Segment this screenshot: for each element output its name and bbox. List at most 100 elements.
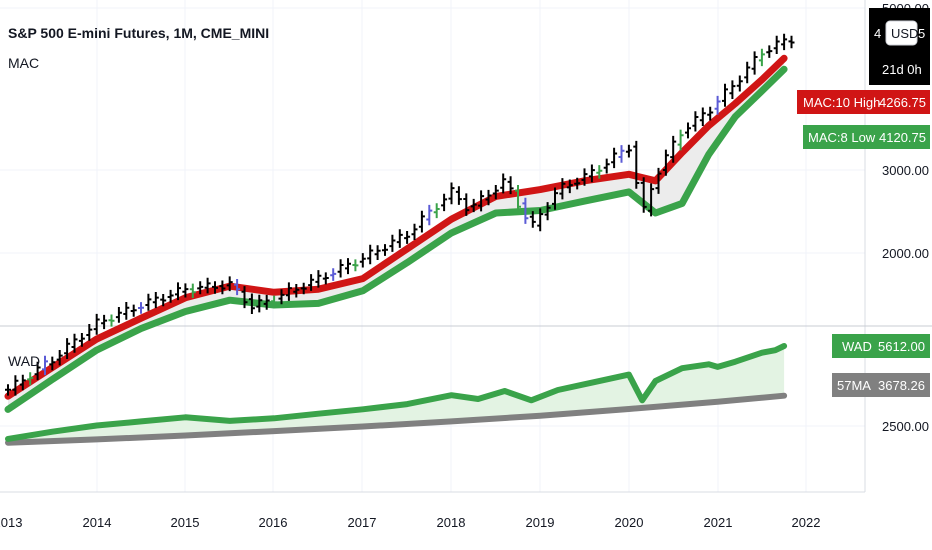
price-bar	[197, 281, 204, 295]
price-bar	[256, 294, 263, 313]
ma57-label-value: 3678.26	[878, 378, 925, 393]
price-badge[interactable]: 4 5 USD 21d 0h	[869, 8, 930, 85]
price-badge-partial-end: 5	[918, 26, 925, 41]
price-bar	[145, 293, 152, 311]
wad-fill-area	[8, 346, 785, 443]
price-bar	[123, 302, 130, 320]
price-bar	[529, 211, 536, 228]
price-bar	[729, 80, 736, 99]
bar-countdown: 21d 0h	[882, 62, 922, 77]
price-bar	[507, 176, 514, 195]
x-tick-2013: 2013	[0, 515, 22, 530]
ma57-label-name: 57MA	[837, 378, 871, 393]
price-bar	[278, 289, 285, 305]
mac-fill-area	[8, 58, 785, 410]
mac-indicator-label[interactable]: MAC	[8, 55, 39, 71]
price-bar	[655, 167, 662, 194]
chart-title[interactable]: S&P 500 E-mini Futures, 1M, CME_MINI	[8, 25, 269, 41]
price-bar	[522, 197, 529, 224]
x-tick-2020: 2020	[615, 515, 644, 530]
price-bar	[78, 333, 85, 347]
price-bar	[315, 270, 322, 288]
price-bar	[596, 165, 603, 179]
price-bar	[330, 268, 337, 281]
currency-label: USD	[891, 26, 918, 41]
price-bar	[115, 307, 122, 323]
price-bar	[559, 178, 566, 200]
x-tick-2015: 2015	[171, 515, 200, 530]
price-bar	[322, 272, 329, 285]
price-bar	[744, 61, 751, 84]
price-bar	[448, 182, 455, 205]
price-bar	[241, 286, 248, 309]
price-badge-partial: 4	[874, 26, 881, 41]
price-bar	[492, 185, 499, 200]
price-bar	[285, 282, 292, 301]
wad-label-name: WAD	[842, 339, 872, 354]
price-bar	[707, 106, 714, 121]
wad-label: WAD 5612.00	[832, 334, 930, 358]
price-bar	[463, 193, 470, 216]
price-bar	[685, 122, 691, 139]
price-bar	[633, 140, 640, 189]
mac-high-label: MAC:10 High 4266.75	[797, 90, 930, 114]
price-bar	[692, 111, 699, 132]
price-bar	[42, 355, 48, 376]
x-tick-2014: 2014	[83, 515, 112, 530]
wad-indicator-label[interactable]: WAD	[8, 353, 40, 369]
price-bar	[293, 284, 300, 298]
price-bar	[56, 350, 63, 366]
price-bar	[263, 294, 270, 310]
price-bar	[611, 147, 618, 169]
price-bar	[367, 244, 374, 265]
mac-low-label: MAC:8 Low 4120.75	[803, 125, 930, 149]
price-bar	[574, 177, 581, 190]
y-tick-2500: 2500.00	[882, 419, 929, 434]
price-bar	[138, 302, 144, 314]
mac-high-label-name: MAC:10 High	[803, 95, 880, 110]
price-bar	[714, 95, 721, 115]
price-bar	[500, 173, 507, 194]
price-bar	[345, 258, 351, 275]
price-bar	[382, 244, 388, 256]
ma57-line	[5, 392, 788, 446]
price-bar	[234, 279, 241, 296]
wad-line	[5, 343, 788, 442]
x-tick-2017: 2017	[348, 515, 377, 530]
price-bar	[418, 210, 425, 233]
price-bar	[455, 186, 462, 205]
price-bar	[12, 375, 19, 396]
y-tick-2000: 2000.00	[882, 246, 929, 261]
price-bar	[699, 107, 706, 126]
mac-low-label-bg	[803, 125, 930, 149]
y-tick-3000: 3000.00	[882, 163, 929, 178]
mac-high-label-bg	[797, 90, 930, 114]
x-tick-2021: 2021	[704, 515, 733, 530]
price-bar	[189, 283, 196, 298]
mac-high-label-value: 4266.75	[879, 95, 926, 110]
price-bar	[27, 372, 34, 386]
price-bar	[618, 145, 625, 163]
price-bar	[204, 277, 211, 294]
price-bar	[152, 292, 159, 309]
price-bar	[226, 276, 233, 292]
price-bar	[248, 293, 255, 314]
price-bar	[766, 45, 773, 58]
price-bar	[566, 179, 573, 194]
price-bar	[662, 149, 669, 176]
price-bar	[588, 164, 595, 183]
price-bar	[101, 314, 108, 330]
price-bar	[470, 198, 477, 213]
gridlines	[0, 0, 865, 492]
price-bar	[722, 83, 728, 107]
price-bar	[648, 183, 655, 217]
mac-low-label-value: 4120.75	[879, 130, 926, 145]
ma57-label: 57MA 3678.26	[832, 373, 930, 397]
price-bar	[212, 281, 218, 294]
x-tick-2018: 2018	[437, 515, 466, 530]
price-bar	[404, 231, 411, 244]
price-bar	[182, 283, 189, 298]
currency-button[interactable]	[885, 20, 918, 46]
time-axis-labels: 2013 2014 2015 2016 2017 2018 2019 2020 …	[0, 515, 820, 530]
price-bar	[781, 33, 788, 51]
